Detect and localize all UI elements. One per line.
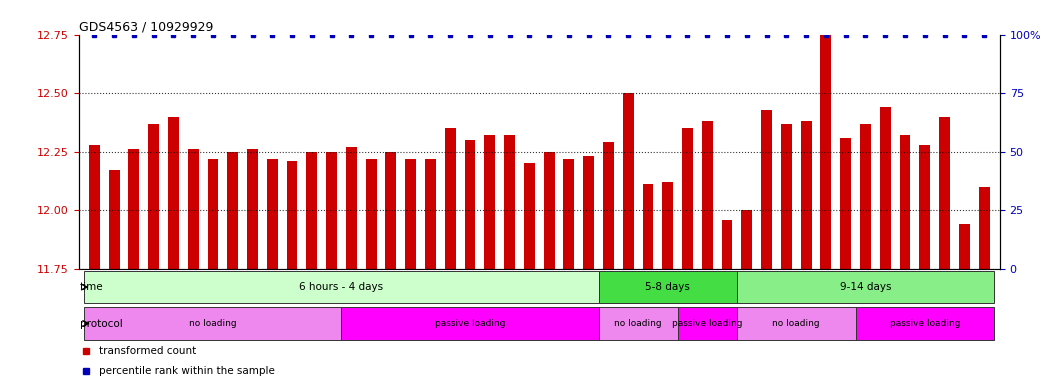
Bar: [737, 271, 994, 303]
Bar: [781, 124, 792, 269]
Bar: [445, 128, 455, 269]
Bar: [109, 170, 119, 269]
Bar: [485, 135, 495, 269]
Bar: [801, 121, 811, 269]
Bar: [247, 149, 258, 269]
Text: time: time: [80, 282, 104, 292]
Text: 5-8 days: 5-8 days: [645, 282, 690, 292]
Bar: [919, 145, 930, 269]
Bar: [623, 93, 633, 269]
Bar: [761, 109, 772, 269]
Bar: [129, 149, 139, 269]
Text: 6 hours - 4 days: 6 hours - 4 days: [299, 282, 383, 292]
Bar: [855, 307, 994, 340]
Bar: [599, 307, 677, 340]
Bar: [721, 220, 733, 269]
Bar: [899, 135, 911, 269]
Bar: [543, 152, 555, 269]
Bar: [168, 117, 179, 269]
Bar: [85, 271, 599, 303]
Bar: [341, 307, 599, 340]
Bar: [346, 147, 357, 269]
Bar: [677, 307, 737, 340]
Bar: [841, 137, 851, 269]
Bar: [465, 140, 475, 269]
Bar: [207, 159, 219, 269]
Bar: [821, 35, 831, 269]
Bar: [524, 164, 535, 269]
Bar: [599, 271, 737, 303]
Bar: [85, 307, 341, 340]
Bar: [701, 121, 713, 269]
Bar: [643, 184, 653, 269]
Text: no loading: no loading: [615, 319, 662, 328]
Text: no loading: no loading: [773, 319, 820, 328]
Text: passive loading: passive loading: [890, 319, 960, 328]
Bar: [187, 149, 199, 269]
Bar: [227, 152, 238, 269]
Bar: [327, 152, 337, 269]
Text: passive loading: passive loading: [672, 319, 742, 328]
Bar: [959, 224, 970, 269]
Text: no loading: no loading: [190, 319, 237, 328]
Bar: [149, 124, 159, 269]
Bar: [979, 187, 989, 269]
Bar: [89, 145, 99, 269]
Bar: [563, 159, 575, 269]
Text: transformed count: transformed count: [98, 346, 196, 356]
Bar: [385, 152, 397, 269]
Text: GDS4563 / 10929929: GDS4563 / 10929929: [79, 20, 213, 33]
Text: passive loading: passive loading: [435, 319, 506, 328]
Bar: [307, 152, 317, 269]
Bar: [860, 124, 871, 269]
Bar: [405, 159, 416, 269]
Text: percentile rank within the sample: percentile rank within the sample: [98, 366, 274, 376]
Text: 9-14 days: 9-14 days: [840, 282, 891, 292]
Bar: [365, 159, 377, 269]
Bar: [504, 135, 515, 269]
Bar: [287, 161, 297, 269]
Bar: [879, 107, 891, 269]
Bar: [741, 210, 752, 269]
Bar: [583, 156, 594, 269]
Text: protocol: protocol: [80, 318, 122, 329]
Bar: [939, 117, 950, 269]
Bar: [267, 159, 277, 269]
Bar: [603, 142, 614, 269]
Bar: [737, 307, 855, 340]
Bar: [425, 159, 436, 269]
Bar: [682, 128, 693, 269]
Bar: [663, 182, 673, 269]
